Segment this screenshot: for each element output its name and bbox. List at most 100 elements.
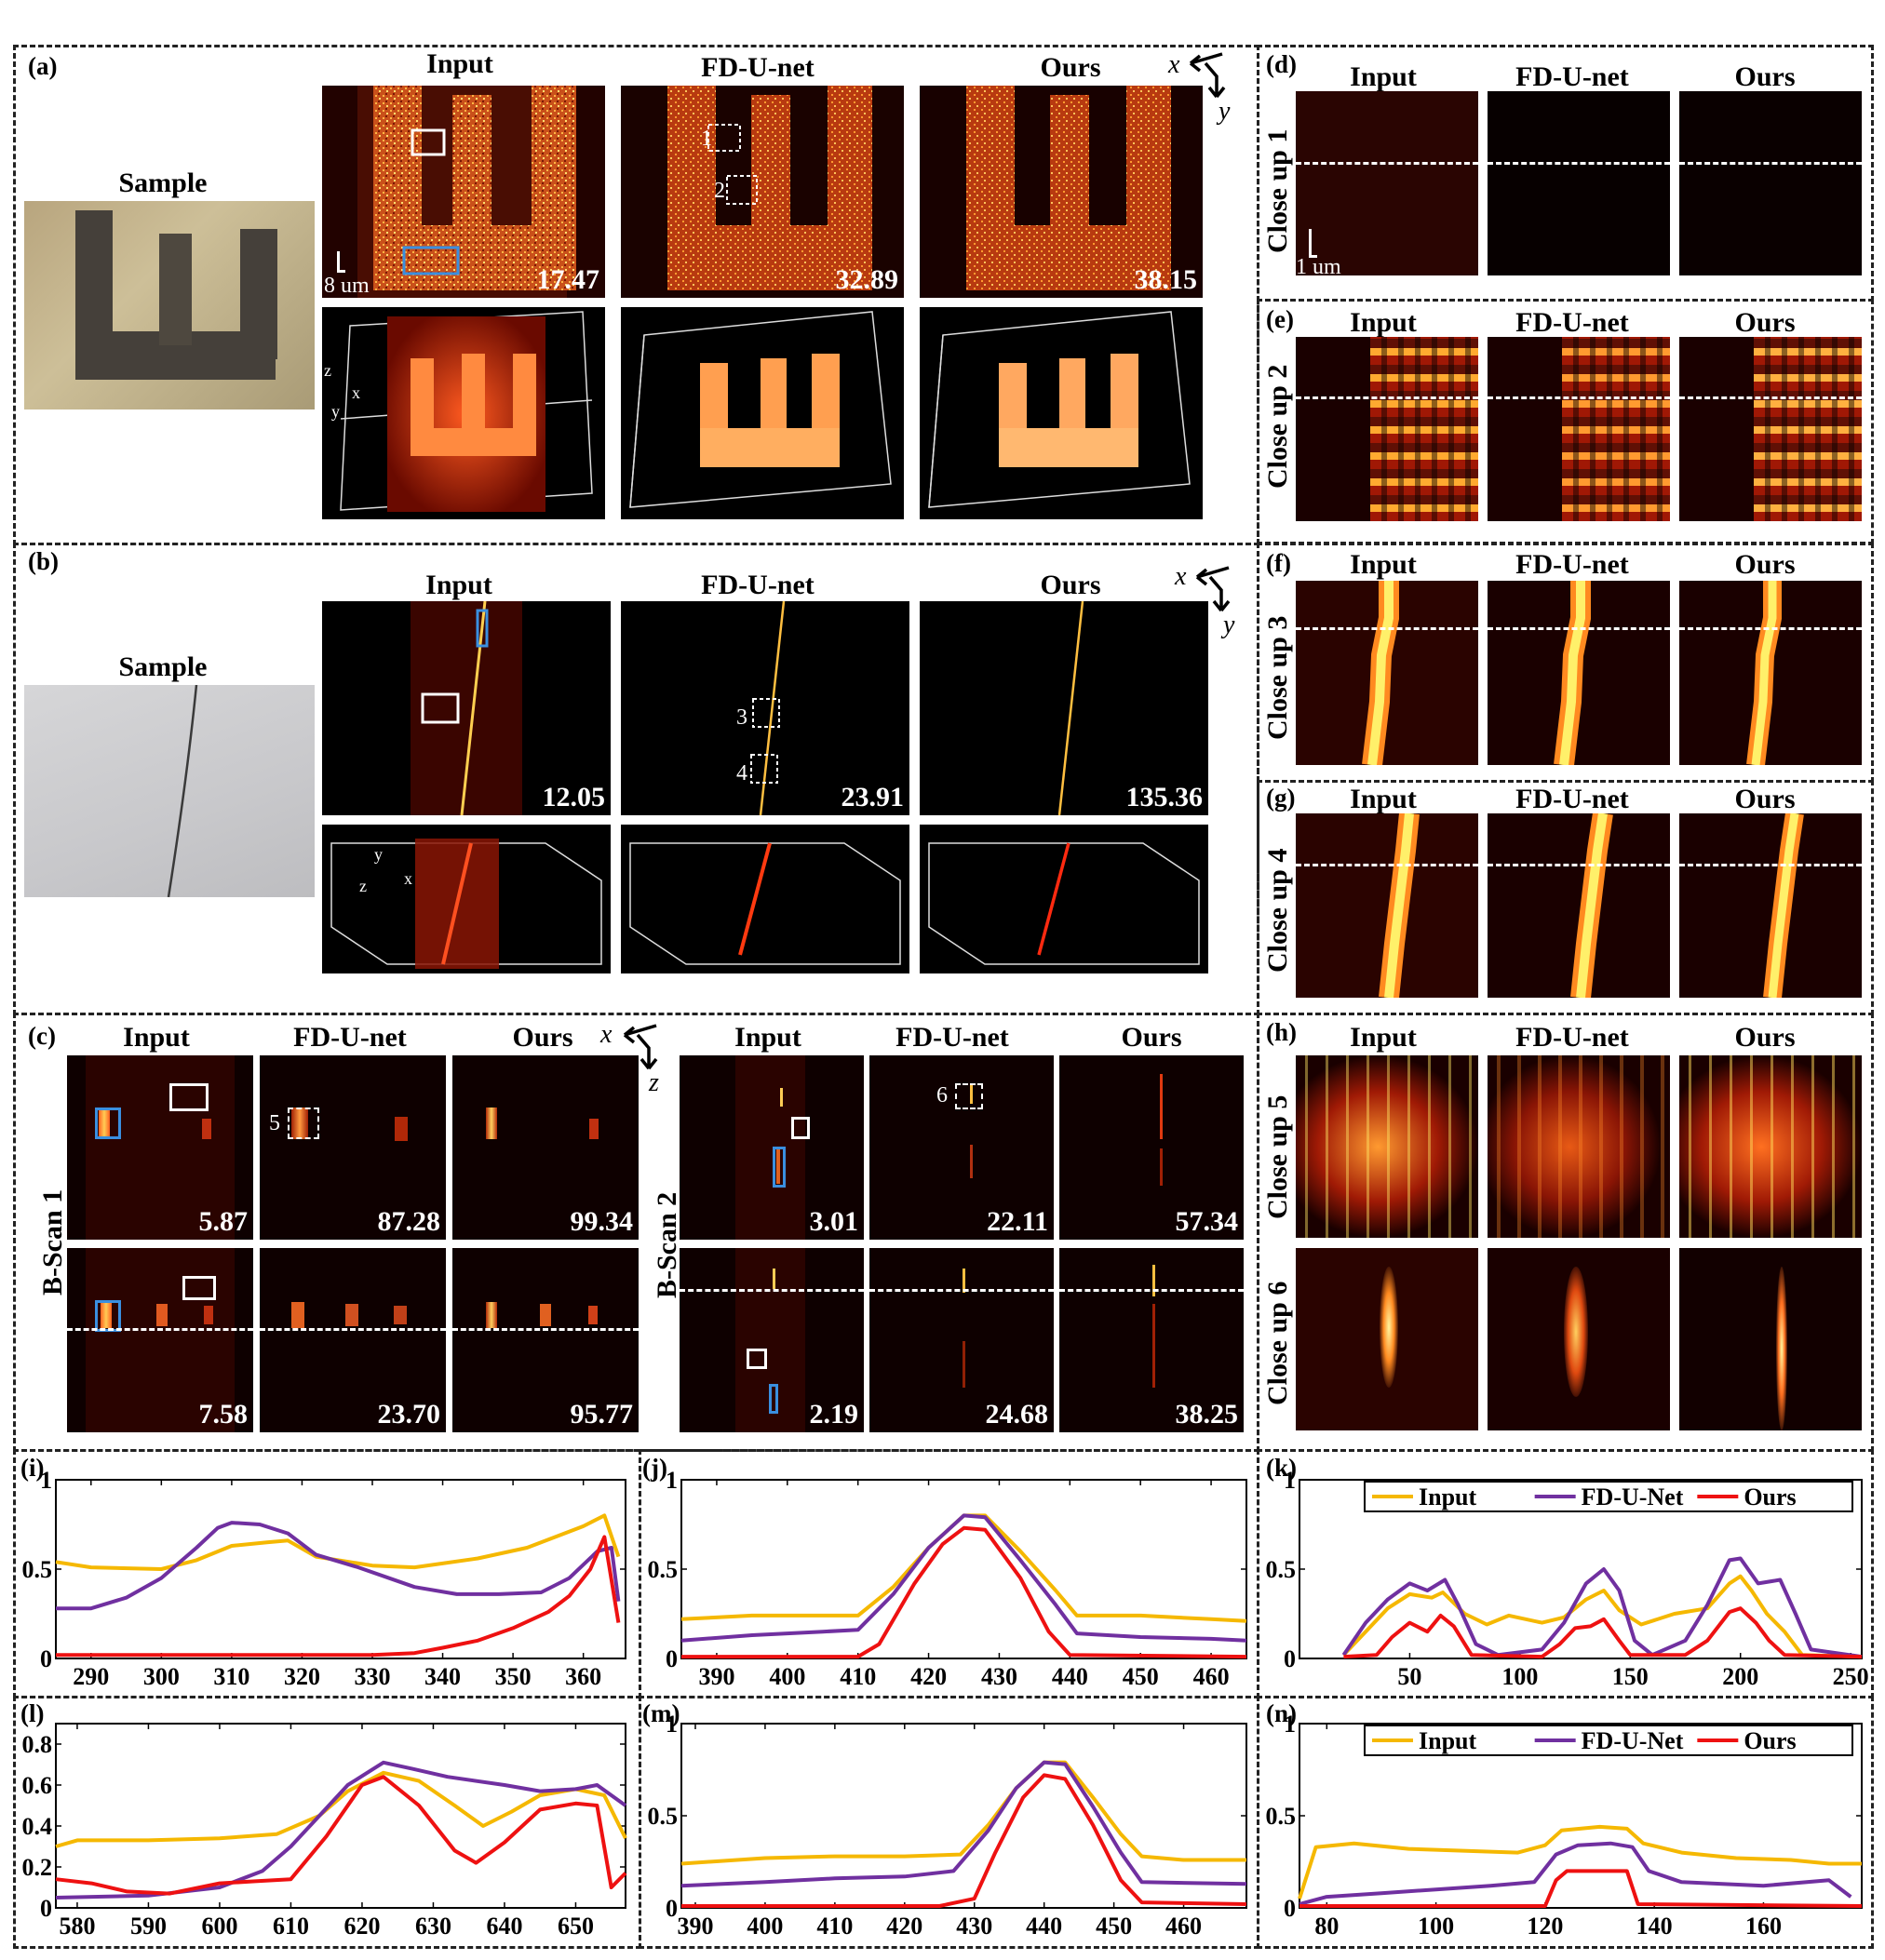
panel-label-a: (a) (28, 52, 58, 80)
y-tick-label: 0 (40, 1645, 52, 1672)
x-tick-label: 160 (1745, 1913, 1782, 1940)
col-title-input-h: Input (1350, 1022, 1417, 1053)
sample-title-a: Sample (118, 168, 208, 198)
image-a-fd-2d: 1 2 32.89 (621, 86, 904, 298)
col-title-ours-e: Ours (1734, 307, 1796, 338)
axis-indicator-c: x z (600, 1020, 675, 1097)
sample-title-b: Sample (118, 651, 208, 682)
axis-y-3d: y (331, 402, 340, 421)
x-tick-label: 100 (1501, 1663, 1538, 1690)
axis-z-3d-b: z (359, 877, 367, 895)
axis-x-3d: x (352, 383, 360, 402)
x-tick-label: 50 (1397, 1663, 1421, 1690)
image-c-b1-fd-2: 23.70 (260, 1248, 446, 1432)
sample-photo-b (24, 685, 315, 897)
line-chart-j: 390 400 410 420 430 440 450 460 0 0.5 1 (648, 1469, 1247, 1690)
x-tick-label: 410 (840, 1663, 876, 1690)
y-tick-label: 0.2 (22, 1854, 53, 1881)
x-tick-label: 450 (1096, 1913, 1132, 1940)
panel-label-i: (i) (20, 1454, 45, 1482)
y-tick-label: 0 (1284, 1895, 1296, 1922)
image-e-ours (1679, 337, 1862, 521)
x-tick-label: 360 (565, 1663, 601, 1690)
panel-label-j: (j) (642, 1454, 667, 1482)
image-g-ours (1679, 813, 1862, 998)
x-tick-label: 610 (273, 1913, 309, 1940)
axis-x-label: x (1168, 50, 1180, 79)
snr-b-ours: 135.36 (1125, 782, 1204, 812)
panel-label-n: (n) (1266, 1699, 1297, 1727)
x-tick-label: 140 (1636, 1913, 1673, 1940)
line-chart-l: 580 590 600 610 620 630 640 650 0 0.2 0.4 0.6 0.8 (22, 1723, 627, 1940)
col-title-ours-d: Ours (1734, 61, 1796, 92)
image-c-b2-input-1: 3.01 (680, 1055, 864, 1240)
col-title-ours-h: Ours (1734, 1022, 1796, 1053)
col-title-ours-c1: Ours (512, 1022, 573, 1053)
series-line-1 (56, 1521, 621, 1611)
image-c-b2-fd-1: 6 22.11 (869, 1055, 1054, 1240)
snr-c-r2-input: 7.58 (198, 1399, 249, 1430)
axis-arrows-icon (1189, 52, 1226, 99)
col-title-fd-h: FD-U-net (1515, 1022, 1629, 1053)
col-title-ours-b: Ours (1040, 570, 1101, 600)
x-tick-label: 350 (495, 1663, 532, 1690)
image-d-ours (1679, 91, 1862, 275)
image-h5-input (1296, 1055, 1478, 1238)
closeup-4-label: Close up 4 (1262, 848, 1293, 973)
x-tick-label: 400 (747, 1913, 783, 1940)
x-tick-label: 290 (73, 1663, 109, 1690)
col-title-input-c1: Input (123, 1022, 190, 1053)
panel-label-e: (e) (1266, 305, 1294, 333)
snr-b-fd: 23.91 (841, 782, 905, 812)
scale-bar-d (1309, 229, 1317, 258)
snr-a-fd: 32.89 (835, 264, 899, 295)
snr-a-ours: 38.15 (1134, 264, 1198, 295)
axis-z-label: z (649, 1068, 659, 1097)
image-g-fd (1488, 813, 1670, 998)
snr-c-r3-ours: 57.34 (1175, 1206, 1239, 1237)
image-f-input (1296, 581, 1478, 765)
legend-box (1364, 1481, 1853, 1512)
snr-c-r4-ours: 38.25 (1175, 1399, 1239, 1430)
image-c-b2-input-2: 2.19 (680, 1248, 864, 1432)
x-tick-label: 620 (343, 1913, 380, 1940)
axis-x-3d-b: x (404, 869, 412, 888)
y-tick-label: 1 (40, 1469, 52, 1494)
line-chart-i: 290 300 310 320 330 340 350 360 0 0.5 1 (22, 1469, 626, 1690)
image-a-fd-3d (621, 307, 904, 519)
legend-label: FD-U-Net (1582, 1727, 1684, 1754)
panel-label-g: (g) (1266, 784, 1296, 812)
x-tick-label: 330 (355, 1663, 391, 1690)
axis-indicator-b: x y (1175, 562, 1249, 639)
col-title-input-b: Input (425, 570, 492, 600)
y-tick-label: 0 (40, 1895, 52, 1922)
panel-n-frame (1257, 1696, 1874, 1949)
x-tick-label: 150 (1612, 1663, 1649, 1690)
x-tick-label: 440 (1026, 1913, 1062, 1940)
snr-c-r3-fd: 22.11 (987, 1206, 1048, 1237)
y-tick-label: 0 (666, 1895, 678, 1922)
panel-label-k: (k) (1266, 1454, 1297, 1482)
image-c-b1-input-1: 5.87 (67, 1055, 253, 1240)
snr-a-input: 17.47 (536, 264, 600, 295)
image-g-input (1296, 813, 1478, 998)
panel-label-l: (l) (20, 1699, 45, 1727)
x-tick-label: 320 (284, 1663, 320, 1690)
series-line-1 (1299, 1841, 1852, 1906)
x-tick-label: 420 (886, 1913, 922, 1940)
scale-bar-a (337, 251, 345, 273)
image-b-input-2d: 12.05 (322, 601, 611, 815)
x-tick-label: 580 (59, 1913, 95, 1940)
y-tick-label: 0.5 (1266, 1803, 1297, 1830)
image-c-b1-input-2: 7.58 (67, 1248, 253, 1432)
series-line-1 (680, 1760, 1247, 1888)
legend-label: Input (1419, 1483, 1476, 1510)
box-label-6: 6 (936, 1083, 948, 1108)
series-line-2 (1343, 1606, 1863, 1659)
image-f-ours (1679, 581, 1862, 765)
image-b-fd-3d (621, 825, 909, 973)
y-tick-label: 0.5 (22, 1556, 53, 1583)
panel-label-c: (c) (28, 1022, 56, 1050)
legend-label: Input (1419, 1727, 1476, 1754)
image-c-b2-fd-2: 24.68 (869, 1248, 1054, 1432)
